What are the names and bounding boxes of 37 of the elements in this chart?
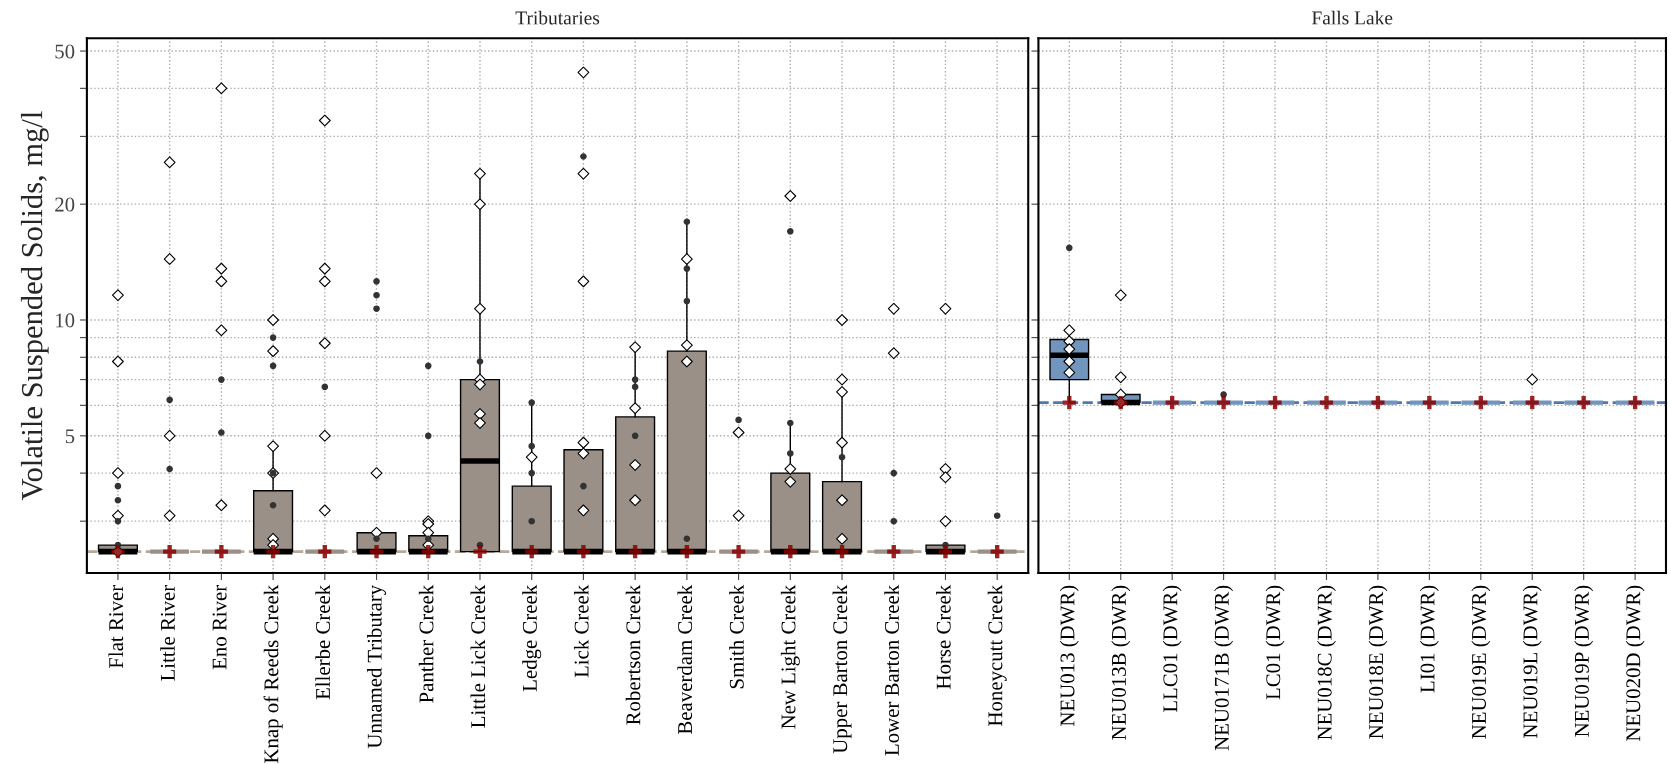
x-tick-label: NEU019E (DWR)	[1471, 585, 1491, 739]
x-tick-label: Beaverdam Creek	[677, 584, 693, 735]
x-tick-label: Smith Creek	[729, 584, 744, 689]
x-tick-label: Little River	[160, 584, 175, 681]
x-tick-label: Upper Barton Creek	[832, 584, 852, 754]
x-tick-label: NEU0171B (DWR)	[1214, 585, 1234, 751]
x-tick-label: Horse Creek	[936, 584, 951, 689]
x-tick-label: Knap of Reeds Creek	[263, 584, 283, 763]
x-tick-label: Robertson Creek	[625, 584, 641, 725]
x-tick-label: NEU013B (DWR)	[1111, 585, 1131, 740]
x-tick-label: New Light Creek	[780, 584, 800, 729]
y-tick-label: 10	[56, 313, 75, 328]
x-tick-label: NEU020D (DWR)	[1625, 585, 1645, 742]
x-tick-label: NEU019L (DWR)	[1522, 585, 1542, 738]
x-tick-label: LI01 (DWR)	[1419, 585, 1439, 693]
x-tick-label: NEU018E (DWR)	[1368, 585, 1388, 739]
y-tick-label: 5	[65, 429, 75, 444]
x-tick-label: Honeycutt Creek	[987, 584, 1007, 726]
x-tick-label: NEU018C (DWR)	[1317, 585, 1336, 740]
x-tick-label: LC01 (DWR)	[1265, 585, 1285, 700]
x-tick-label: NEU013 (DWR)	[1059, 585, 1079, 726]
x-tick-label: NEU019P (DWR)	[1574, 585, 1594, 737]
x-tick-label: LLC01 (DWR)	[1162, 585, 1182, 713]
x-tick-label: Little Lick Creek	[470, 584, 486, 728]
y-axis-title: Volatile Suspended Solids, mg/l	[20, 111, 49, 501]
x-tick-label: Eno River	[212, 584, 227, 670]
x-tick-label: Unnamed Tributary	[367, 584, 387, 749]
x-tick-label: Ellerbe Creek	[315, 584, 331, 700]
x-tick-label: Panther Creek	[418, 584, 434, 703]
x-tick-label: Lower Barton Creek	[884, 584, 899, 756]
x-tick-label: Flat River	[108, 584, 124, 669]
x-tick-label: Ledge Creek	[522, 584, 542, 692]
y-tick-label: 50	[55, 44, 75, 59]
x-tick-label: Lick Creek	[573, 584, 589, 678]
chart-title: Tributaries	[515, 10, 600, 25]
y-tick-label: 20	[55, 197, 75, 212]
chart-title: Falls Lake	[1312, 10, 1393, 25]
